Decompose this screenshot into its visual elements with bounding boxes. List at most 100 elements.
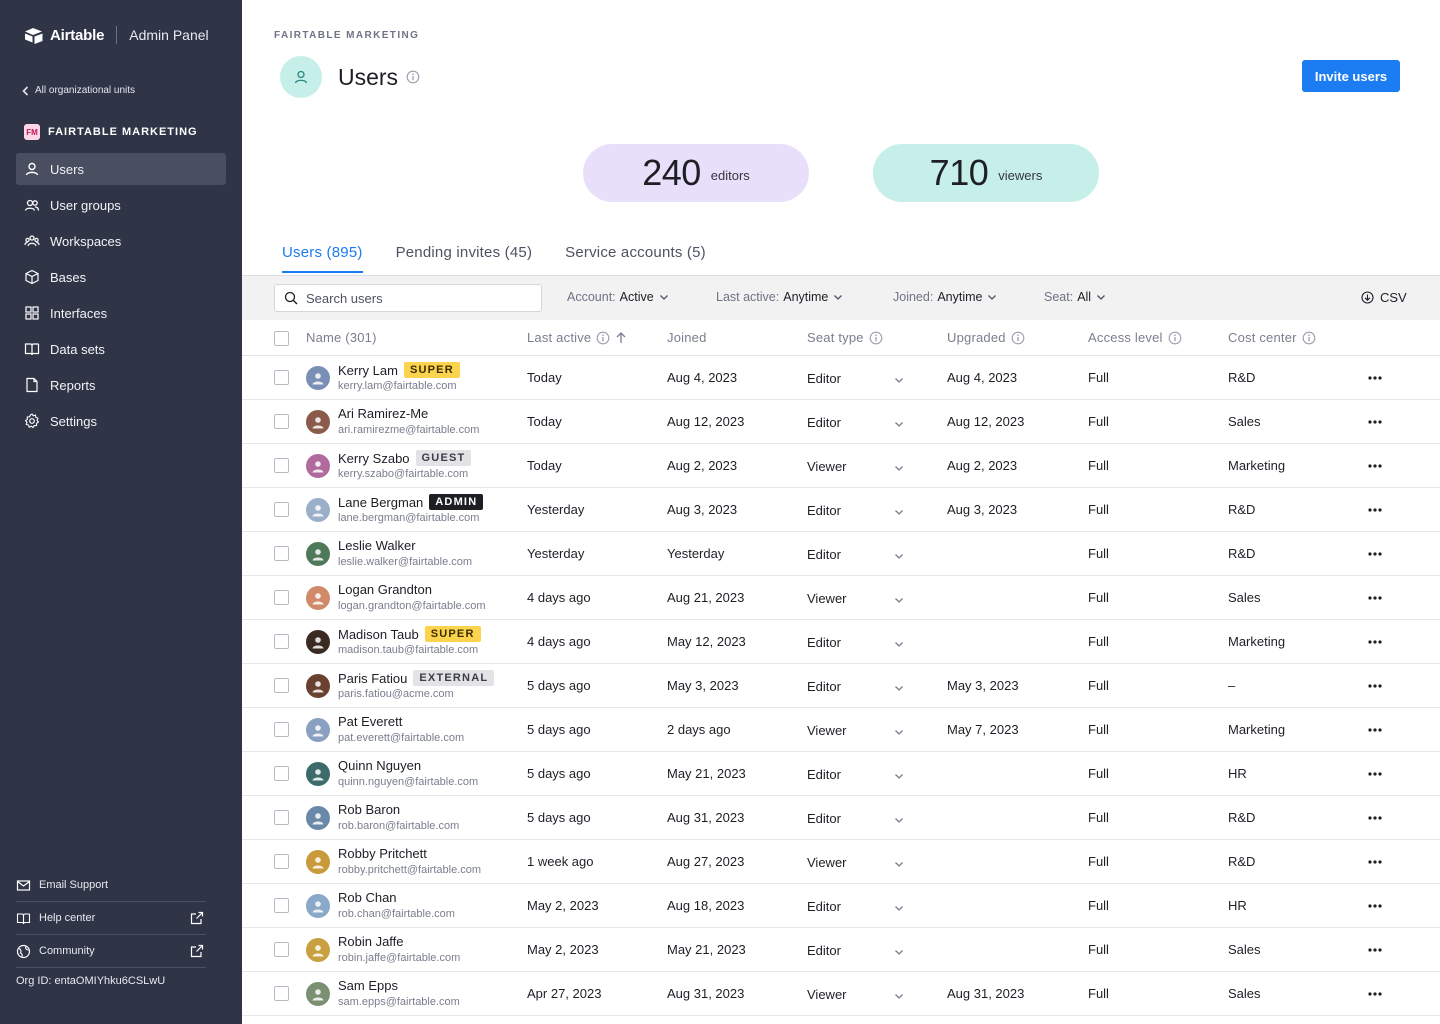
help-center-link[interactable]: Help center	[16, 902, 206, 935]
table-row[interactable]: Kerry Szabo GUEST kerry.szabo@fairtable.co…	[242, 444, 1440, 488]
table-row[interactable]: Ari Ramirez-Me ari.ramirezme@fairtable.co…	[242, 400, 1440, 444]
table-row[interactable]: Sam Epps sam.epps@fairtable.com Apr 27, 20…	[242, 972, 1440, 1016]
user-name[interactable]: Kerry Szabo	[338, 450, 410, 466]
more-options-icon[interactable]	[1367, 546, 1383, 562]
info-icon[interactable]	[406, 70, 420, 84]
seat-type-select[interactable]: Editor	[807, 767, 905, 782]
table-row[interactable]: Rob Chan rob.chan@fairtable.com May 2, 202…	[242, 884, 1440, 928]
seat-type-select[interactable]: Editor	[807, 371, 905, 386]
tab-pending-invites[interactable]: Pending invites (45)	[395, 244, 533, 261]
more-options-icon[interactable]	[1367, 898, 1383, 914]
column-header-seat-type[interactable]: Seat type	[807, 330, 883, 345]
more-options-icon[interactable]	[1367, 810, 1383, 826]
seat-type-select[interactable]: Viewer	[807, 987, 905, 1002]
row-checkbox[interactable]	[274, 898, 289, 913]
more-options-icon[interactable]	[1367, 502, 1383, 518]
more-options-icon[interactable]	[1367, 722, 1383, 738]
more-options-icon[interactable]	[1367, 678, 1383, 694]
email-support-link[interactable]: Email Support	[16, 869, 206, 902]
user-name[interactable]: Leslie Walker	[338, 538, 416, 553]
table-row[interactable]: Logan Grandton logan.grandton@fairtable.c…	[242, 576, 1440, 620]
sidebar-item-interfaces[interactable]: Interfaces	[16, 297, 226, 329]
tab-users[interactable]: Users (895)	[282, 244, 363, 273]
sidebar-item-user-groups[interactable]: User groups	[16, 189, 226, 221]
sidebar-item-users[interactable]: Users	[16, 153, 226, 185]
row-checkbox[interactable]	[274, 370, 289, 385]
table-row[interactable]: Kerry Lam SUPER kerry.lam@fairtable.com Tod…	[242, 356, 1440, 400]
seat-type-select[interactable]: Editor	[807, 415, 905, 430]
seat-type-select[interactable]: Editor	[807, 679, 905, 694]
table-row[interactable]: Madison Taub SUPER madison.taub@fairtable.…	[242, 620, 1440, 664]
column-header-access-level[interactable]: Access level	[1088, 330, 1182, 345]
search-input[interactable]	[306, 290, 526, 306]
user-name[interactable]: Kerry Lam	[338, 362, 398, 378]
user-name[interactable]: Sam Epps	[338, 978, 398, 993]
user-name[interactable]: Ari Ramirez-Me	[338, 406, 429, 421]
sidebar-item-settings[interactable]: Settings	[16, 405, 226, 437]
more-options-icon[interactable]	[1367, 370, 1383, 386]
user-name[interactable]: Pat Everett	[338, 714, 403, 729]
airtable-logo[interactable]: Airtable	[24, 27, 104, 44]
select-all-checkbox[interactable]	[274, 331, 289, 346]
user-name[interactable]: Robin Jaffe	[338, 934, 404, 949]
table-row[interactable]: Rob Baron rob.baron@fairtable.com 5 days a…	[242, 796, 1440, 840]
user-name[interactable]: Lane Bergman	[338, 494, 424, 510]
column-header-name[interactable]: Name (301)	[306, 330, 377, 345]
seat-type-select[interactable]: Editor	[807, 899, 905, 914]
user-name[interactable]: Rob Chan	[338, 890, 397, 905]
row-checkbox[interactable]	[274, 810, 289, 825]
row-checkbox[interactable]	[274, 722, 289, 737]
sidebar-item-reports[interactable]: Reports	[16, 369, 226, 401]
seat-filter[interactable]: Seat: All	[1044, 290, 1107, 304]
more-options-icon[interactable]	[1367, 414, 1383, 430]
user-name[interactable]: Robby Pritchett	[338, 846, 427, 861]
sort-ascending-icon[interactable]	[615, 331, 627, 345]
csv-download-button[interactable]: CSV	[1361, 290, 1407, 305]
table-row[interactable]: Quinn Nguyen quinn.nguyen@fairtable.com 5 …	[242, 752, 1440, 796]
sidebar-item-bases[interactable]: Bases	[16, 261, 226, 293]
tab-service-accounts[interactable]: Service accounts (5)	[565, 244, 706, 261]
more-options-icon[interactable]	[1367, 766, 1383, 782]
table-row[interactable]: Pat Everett pat.everett@fairtable.com 5 da…	[242, 708, 1440, 752]
more-options-icon[interactable]	[1367, 590, 1383, 606]
table-row[interactable]: Leslie Walker leslie.walker@fairtable.com…	[242, 532, 1440, 576]
sidebar-item-workspaces[interactable]: Workspaces	[16, 225, 226, 257]
more-options-icon[interactable]	[1367, 986, 1383, 1002]
user-name[interactable]: Quinn Nguyen	[338, 758, 422, 773]
table-row[interactable]: Paris Fatiou EXTERNAL paris.fatiou@acme.co…	[242, 664, 1440, 708]
row-checkbox[interactable]	[274, 634, 289, 649]
table-row[interactable]: Lane Bergman ADMIN lane.bergman@fairtable.…	[242, 488, 1440, 532]
user-name[interactable]: Rob Baron	[338, 802, 401, 817]
more-options-icon[interactable]	[1367, 458, 1383, 474]
community-link[interactable]: Community	[16, 935, 206, 968]
more-options-icon[interactable]	[1367, 634, 1383, 650]
user-name[interactable]: Logan Grandton	[338, 582, 432, 597]
user-name[interactable]: Paris Fatiou	[338, 670, 408, 686]
joined-filter[interactable]: Joined: Anytime	[893, 290, 998, 304]
account-filter[interactable]: Account: Active	[567, 290, 670, 304]
row-checkbox[interactable]	[274, 546, 289, 561]
row-checkbox[interactable]	[274, 766, 289, 781]
seat-type-select[interactable]: Viewer	[807, 591, 905, 606]
column-header-cost-center[interactable]: Cost center	[1228, 330, 1316, 345]
row-checkbox[interactable]	[274, 502, 289, 517]
column-header-joined[interactable]: Joined	[667, 330, 707, 345]
seat-type-select[interactable]: Editor	[807, 943, 905, 958]
row-checkbox[interactable]	[274, 854, 289, 869]
user-name[interactable]: Madison Taub	[338, 626, 419, 642]
all-org-units-link[interactable]: All organizational units	[22, 85, 135, 96]
more-options-icon[interactable]	[1367, 854, 1383, 870]
last-active-filter[interactable]: Last active: Anytime	[716, 290, 844, 304]
row-checkbox[interactable]	[274, 458, 289, 473]
table-row[interactable]: Robin Jaffe robin.jaffe@fairtable.com May …	[242, 928, 1440, 972]
row-checkbox[interactable]	[274, 414, 289, 429]
seat-type-select[interactable]: Editor	[807, 547, 905, 562]
row-checkbox[interactable]	[274, 942, 289, 957]
table-row[interactable]: Robby Pritchett robby.pritchett@fairtable…	[242, 840, 1440, 884]
sidebar-item-data-sets[interactable]: Data sets	[16, 333, 226, 365]
invite-users-button[interactable]: Invite users	[1302, 60, 1400, 92]
seat-type-select[interactable]: Viewer	[807, 723, 905, 738]
seat-type-select[interactable]: Editor	[807, 635, 905, 650]
row-checkbox[interactable]	[274, 986, 289, 1001]
seat-type-select[interactable]: Editor	[807, 811, 905, 826]
